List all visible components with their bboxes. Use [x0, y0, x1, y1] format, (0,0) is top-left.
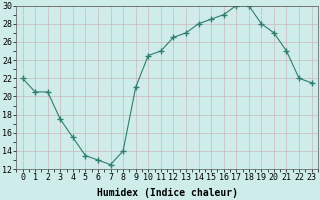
X-axis label: Humidex (Indice chaleur): Humidex (Indice chaleur)	[97, 188, 237, 198]
